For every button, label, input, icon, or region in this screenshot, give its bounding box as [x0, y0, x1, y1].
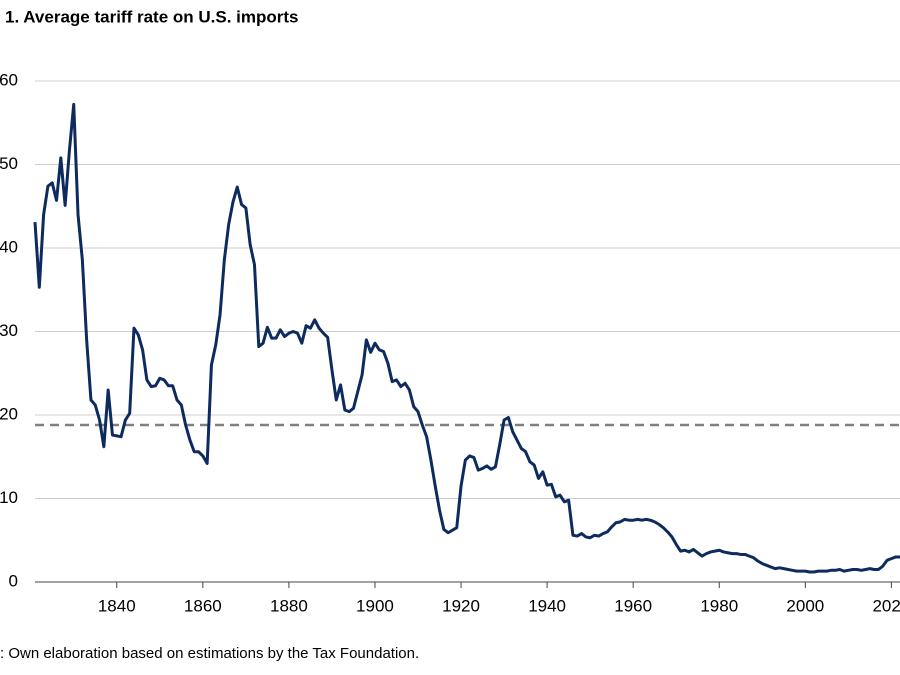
y-tick-label: 40 [0, 237, 18, 256]
x-tick-label: 1960 [614, 596, 652, 615]
y-tick-label: 20 [0, 404, 18, 423]
x-tick-label: 1920 [442, 596, 480, 615]
y-tick-label: 60 [0, 70, 18, 89]
x-tick-label: 2000 [786, 596, 824, 615]
x-tick-label: 1980 [700, 596, 738, 615]
x-tick-label: 1940 [528, 596, 566, 615]
x-tick-label: 2020 [872, 596, 900, 615]
y-tick-label: 30 [0, 321, 18, 340]
chart-title: 1. Average tariff rate on U.S. imports [5, 7, 298, 26]
x-tick-label: 1840 [98, 596, 136, 615]
x-tick-label: 1900 [356, 596, 394, 615]
x-tick-label: 1880 [270, 596, 308, 615]
source-note: : Own elaboration based on estimations b… [0, 645, 419, 662]
x-tick-label: 1860 [184, 596, 222, 615]
y-tick-label: 10 [0, 488, 18, 507]
data-line [33, 102, 900, 574]
y-tick-label: 50 [0, 154, 18, 173]
y-tick-label: 0 [9, 571, 18, 590]
